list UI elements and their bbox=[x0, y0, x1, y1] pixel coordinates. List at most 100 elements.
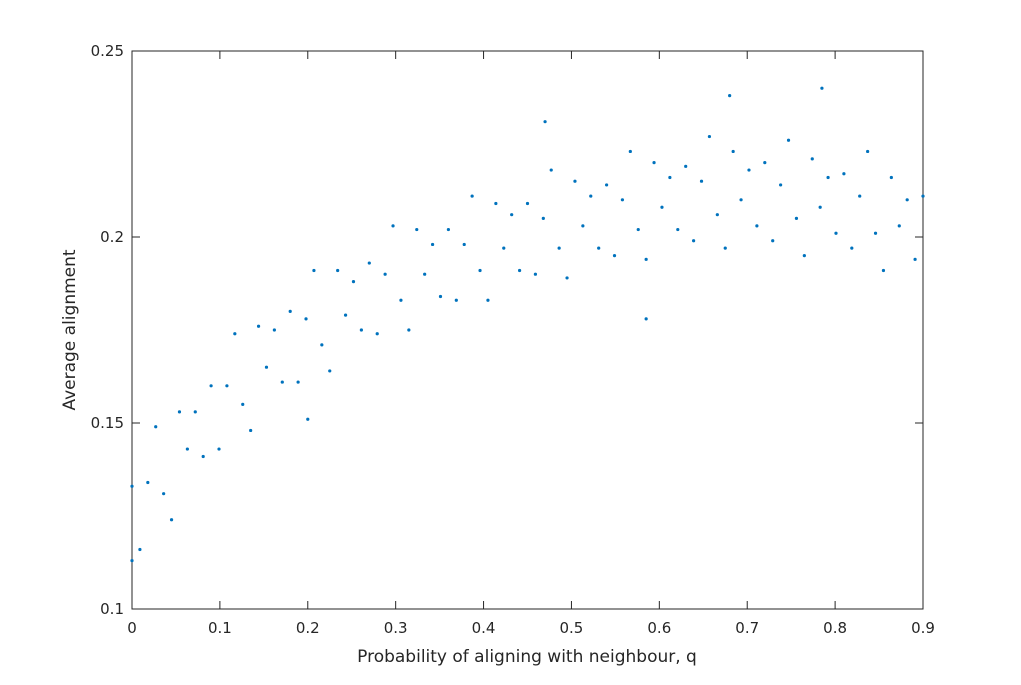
point bbox=[328, 369, 332, 373]
point bbox=[162, 492, 166, 496]
point bbox=[375, 332, 379, 336]
point bbox=[517, 268, 522, 273]
point bbox=[692, 239, 696, 243]
x-tick-label: 0.4 bbox=[472, 619, 496, 637]
point bbox=[130, 559, 134, 563]
x-tick-label: 0.8 bbox=[823, 619, 847, 637]
point bbox=[201, 454, 205, 459]
x-tick-label: 0.7 bbox=[735, 619, 759, 637]
point bbox=[525, 201, 530, 206]
point bbox=[264, 365, 269, 369]
point bbox=[802, 254, 806, 258]
point bbox=[343, 313, 348, 317]
point bbox=[241, 402, 245, 406]
y-tick-label: 0.25 bbox=[91, 42, 124, 60]
point bbox=[312, 268, 316, 273]
point bbox=[858, 194, 862, 198]
point bbox=[280, 380, 284, 384]
point bbox=[771, 239, 775, 243]
point bbox=[146, 480, 150, 485]
point bbox=[786, 138, 791, 142]
point bbox=[818, 205, 822, 209]
y-tick-label: 0.2 bbox=[100, 228, 124, 246]
point bbox=[676, 227, 680, 232]
point bbox=[873, 231, 878, 235]
point bbox=[866, 149, 870, 154]
point bbox=[383, 272, 387, 276]
point bbox=[407, 328, 411, 332]
point bbox=[423, 272, 427, 276]
point bbox=[589, 194, 593, 198]
y-tick-label: 0.1 bbox=[100, 600, 124, 618]
point bbox=[897, 224, 901, 228]
x-tick-label: 0.1 bbox=[208, 619, 232, 637]
x-axis-label: Probability of aligning with neighbour, … bbox=[357, 647, 697, 667]
x-tick-label: 0.9 bbox=[911, 619, 935, 637]
point bbox=[478, 268, 482, 273]
point bbox=[913, 257, 917, 261]
y-axis-label: Average alignment bbox=[60, 249, 80, 410]
point bbox=[715, 213, 719, 217]
point bbox=[336, 268, 340, 273]
point bbox=[850, 246, 854, 250]
point bbox=[684, 164, 688, 168]
point bbox=[510, 213, 514, 217]
point bbox=[169, 518, 174, 522]
point bbox=[636, 227, 640, 232]
point bbox=[454, 298, 458, 302]
point bbox=[233, 332, 237, 336]
point bbox=[351, 280, 356, 284]
x-tick-label: 0.5 bbox=[560, 619, 584, 637]
point bbox=[739, 198, 743, 202]
point bbox=[620, 198, 625, 202]
point bbox=[193, 410, 197, 414]
point bbox=[486, 298, 490, 302]
point bbox=[779, 183, 783, 187]
point bbox=[391, 224, 395, 228]
point bbox=[288, 309, 292, 313]
x-tick-label: 0 bbox=[127, 619, 137, 637]
point bbox=[905, 198, 909, 202]
point bbox=[820, 86, 824, 90]
point bbox=[359, 328, 363, 332]
point bbox=[154, 425, 158, 429]
x-tick-label: 0.3 bbox=[384, 619, 408, 637]
point bbox=[565, 276, 569, 280]
point bbox=[889, 175, 893, 180]
point bbox=[652, 161, 656, 165]
point bbox=[826, 175, 830, 180]
point bbox=[462, 242, 466, 247]
point bbox=[249, 428, 253, 433]
point bbox=[430, 242, 435, 247]
point bbox=[130, 484, 134, 488]
point bbox=[755, 224, 759, 228]
point bbox=[699, 179, 704, 183]
point bbox=[612, 254, 617, 258]
point bbox=[399, 298, 403, 302]
y-tick-label: 0.15 bbox=[91, 414, 124, 432]
point bbox=[605, 183, 609, 187]
point bbox=[573, 179, 577, 183]
point bbox=[810, 157, 814, 161]
point bbox=[502, 246, 506, 250]
point bbox=[217, 447, 221, 451]
point bbox=[842, 172, 846, 176]
plot-frame bbox=[131, 50, 924, 610]
point bbox=[138, 547, 142, 552]
point bbox=[494, 201, 498, 206]
x-tick-label: 0.2 bbox=[296, 619, 320, 637]
point bbox=[581, 224, 585, 228]
point bbox=[470, 194, 474, 198]
point bbox=[597, 246, 601, 250]
point bbox=[272, 328, 276, 332]
point bbox=[660, 205, 664, 209]
point bbox=[668, 175, 672, 180]
point bbox=[225, 384, 229, 388]
point bbox=[881, 268, 886, 273]
point bbox=[543, 120, 547, 124]
point bbox=[747, 168, 751, 172]
point bbox=[541, 216, 545, 220]
point bbox=[306, 417, 310, 421]
